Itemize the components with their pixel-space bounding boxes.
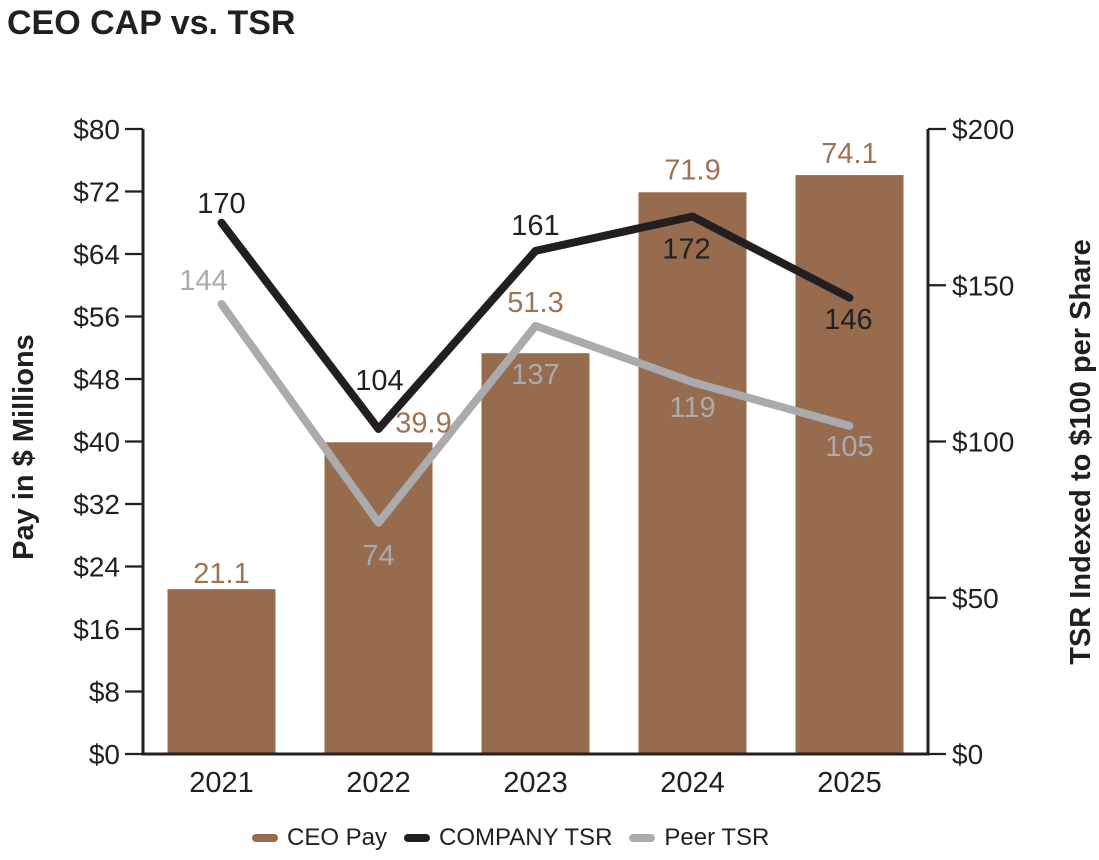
left-axis-tick-label-0: $0 [89,739,120,770]
category-label-2021: 2021 [189,767,254,799]
left-axis-tick-label-4: $32 [73,489,120,520]
left-axis-tick-label-5: $40 [73,427,120,458]
right-axis-tick-label-1: $50 [952,583,999,614]
left-axis-tick-label-6: $48 [73,364,120,395]
chart-title: CEO CAP vs. TSR [7,4,296,42]
legend-item-peer-tsr: Peer TSR [629,824,769,852]
ceo-pay-value-label-2022: 39.9 [395,407,451,439]
legend-label-ceo-pay: CEO Pay [287,824,388,851]
peer-tsr-value-label-2023: 137 [511,359,559,391]
peer-tsr-value-label-2025: 105 [825,431,873,463]
ceo-pay-bar-2021 [167,589,276,754]
company-tsr-value-label-2022: 104 [355,365,403,397]
left-axis-tick-label-7: $56 [73,302,120,333]
ceo-pay-value-label-2021: 21.1 [193,558,249,590]
legend-label-company-tsr: COMPANY TSR [439,824,613,851]
ceo-pay-bar-2025 [795,175,904,754]
ceo-pay-value-label-2023: 51.3 [507,287,563,319]
peer-tsr-value-label-2021: 144 [179,265,227,297]
ceo-pay-bar-2023 [481,353,590,754]
ceo-pay-value-label-2024: 71.9 [664,154,720,186]
legend-item-ceo-pay: CEO Pay [252,824,387,852]
right-axis-tick-label-3: $150 [952,270,1014,301]
left-axis-tick-label-10: $80 [73,114,120,145]
company-tsr-value-label-2021: 170 [197,188,245,220]
legend-marker-peer-tsr-icon [629,834,656,842]
left-axis-tick-label-3: $24 [73,552,120,583]
company-tsr-value-label-2023: 161 [511,210,559,242]
chart-legend: CEO Pay COMPANY TSR Peer TSR [252,824,769,852]
right-axis-tick-label-4: $200 [952,114,1014,145]
ceo-pay-value-label-2025: 74.1 [821,138,877,170]
left-axis-tick-label-9: $72 [73,177,120,208]
legend-label-peer-tsr: Peer TSR [664,824,770,851]
left-axis-tick-label-1: $8 [89,677,120,708]
legend-marker-ceo-pay-icon [252,834,278,842]
legend-marker-company-tsr-icon [404,834,431,842]
category-label-2025: 2025 [817,767,882,799]
ceo-pay-bar-2022 [324,442,433,754]
category-label-2022: 2022 [346,767,411,799]
category-label-2024: 2024 [660,767,725,799]
right-axis-tick-label-0: $0 [952,739,983,770]
right-axis-tick-label-2: $100 [952,427,1014,458]
company-tsr-value-label-2024: 172 [662,234,710,266]
company-tsr-value-label-2025: 146 [824,304,872,336]
ceo-pay-bar-2024 [638,192,747,754]
peer-tsr-value-label-2024: 119 [669,392,715,424]
left-axis-tick-label-2: $16 [73,614,120,645]
peer-tsr-value-label-2022: 74 [362,540,394,572]
category-label-2023: 2023 [503,767,568,799]
legend-item-company-tsr: COMPANY TSR [404,824,612,852]
peer-tsr-line [217,300,854,527]
left-axis-tick-label-8: $64 [73,239,120,270]
company-tsr-line [217,212,854,433]
